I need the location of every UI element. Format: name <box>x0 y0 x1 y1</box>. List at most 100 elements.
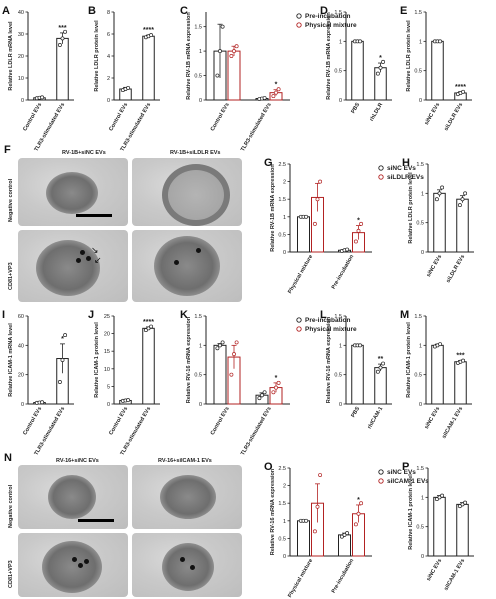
significance-label: * <box>357 218 360 225</box>
bar-H-0 <box>433 192 446 253</box>
significance-label: * <box>357 497 360 504</box>
x-tick-label: TLR3-stimulated EVs <box>240 406 273 457</box>
data-point <box>318 473 323 477</box>
data-point <box>126 85 131 90</box>
data-point <box>274 90 278 95</box>
bar-O-1-0 <box>338 534 351 557</box>
data-point <box>229 54 234 58</box>
data-point <box>359 501 364 506</box>
data-point <box>146 326 151 331</box>
y-axis-label: Relative RV-16 mRNA expression <box>186 316 192 403</box>
data-point <box>463 191 468 196</box>
bar-M-0 <box>431 344 444 405</box>
x-tick-label: rhICAM-1 <box>367 406 384 430</box>
x-tick-label: siICAM-1 EVs <box>441 406 464 440</box>
scale-bar <box>78 519 114 522</box>
bar-H-1 <box>456 198 469 253</box>
y-tick-label: 1.5 <box>414 10 422 16</box>
data-point <box>40 95 45 100</box>
y-tick-label: 2 <box>283 180 286 186</box>
data-point <box>440 493 445 498</box>
micrograph-N-siicam-negative <box>132 465 242 529</box>
data-point <box>318 179 323 184</box>
data-point <box>232 49 236 54</box>
y-tick-label: 0 <box>21 402 24 408</box>
x-tick-label: Physical mixture <box>287 558 314 599</box>
y-tick-label: 1.5 <box>414 314 422 320</box>
x-tick-label: siNC EVs <box>426 558 443 582</box>
data-point <box>378 65 383 70</box>
y-tick-label: 2.5 <box>278 466 286 472</box>
data-point <box>126 398 131 403</box>
bar-P-1 <box>456 503 469 557</box>
data-point <box>438 342 443 347</box>
significance-label: * <box>275 375 278 382</box>
significance-label: * <box>275 82 278 89</box>
y-tick-label: 1 <box>283 215 286 221</box>
y-tick-label: 0 <box>199 98 202 104</box>
y-tick-label: 1.5 <box>416 466 424 472</box>
data-point <box>375 71 380 76</box>
data-point <box>304 518 309 523</box>
legend-label: Pre-incubation <box>305 13 351 20</box>
data-point <box>440 185 445 190</box>
arrow-icon: ↙ <box>94 256 102 266</box>
y-axis-label: Relative ICAM-1 protein level <box>94 322 100 398</box>
y-tick-label: 0 <box>21 98 24 104</box>
data-point <box>339 534 344 539</box>
data-point <box>215 73 220 78</box>
y-tick-label: 1.5 <box>334 10 342 16</box>
em-N-row-label-1: Negative control <box>8 484 14 528</box>
legend-marker <box>296 317 302 323</box>
data-point <box>60 358 65 362</box>
y-tick-label: 0 <box>283 554 286 560</box>
panel-letter-A: A <box>2 5 10 17</box>
y-tick-label: 2 <box>107 76 110 82</box>
data-point <box>143 328 148 333</box>
data-point <box>381 59 386 64</box>
x-tick-label: siICAM-1 EVs <box>443 558 466 592</box>
y-tick-label: 1 <box>199 49 202 55</box>
x-tick-label: Control EVs <box>210 102 231 132</box>
y-tick-label: 0 <box>199 402 202 408</box>
y-tick-label: 0.5 <box>334 69 342 75</box>
data-point <box>218 49 222 54</box>
em-F-col-label-1: RV-1B+siNC EVs <box>62 150 106 156</box>
legend-label: siNC EVs <box>387 469 416 476</box>
data-point <box>40 400 45 405</box>
data-point <box>262 96 267 100</box>
x-tick-label: PBS <box>350 102 361 115</box>
panel-letter-H: H <box>402 157 410 169</box>
y-axis-label: Relative ICAM-1 protein level <box>406 322 412 398</box>
micrograph-N-sinc-negative <box>18 465 128 529</box>
data-point <box>315 197 320 202</box>
y-axis-label: Relative RV-1B mRNA expression <box>270 164 276 252</box>
bar-D-0 <box>351 40 364 101</box>
data-point <box>461 89 466 94</box>
micrograph-F-sinc-negative <box>18 158 128 226</box>
bar-L-0 <box>351 344 364 405</box>
y-tick-label: 0.5 <box>416 221 424 227</box>
y-tick-label: 5 <box>107 384 110 390</box>
x-tick-label: siNC EVs <box>426 254 443 278</box>
y-tick-label: 0 <box>419 98 422 104</box>
y-tick-label: 1.5 <box>278 501 286 507</box>
legend-marker <box>296 13 302 19</box>
data-point <box>358 343 363 348</box>
data-point <box>276 87 281 92</box>
data-point <box>358 39 363 44</box>
bar-L-1 <box>374 367 387 405</box>
data-point <box>345 531 350 536</box>
y-tick-label: 20 <box>18 54 24 60</box>
y-tick-label: 20 <box>18 373 24 379</box>
y-axis-label: Relative LDLR mRNA level <box>8 21 14 91</box>
y-axis-label: Relative ICAM-1 mRNA level <box>8 323 14 397</box>
data-point <box>234 44 239 49</box>
data-point <box>353 239 358 244</box>
y-tick-label: 1.5 <box>194 314 202 320</box>
y-tick-label: 0.5 <box>414 373 422 379</box>
y-tick-label: 0.5 <box>416 525 424 531</box>
